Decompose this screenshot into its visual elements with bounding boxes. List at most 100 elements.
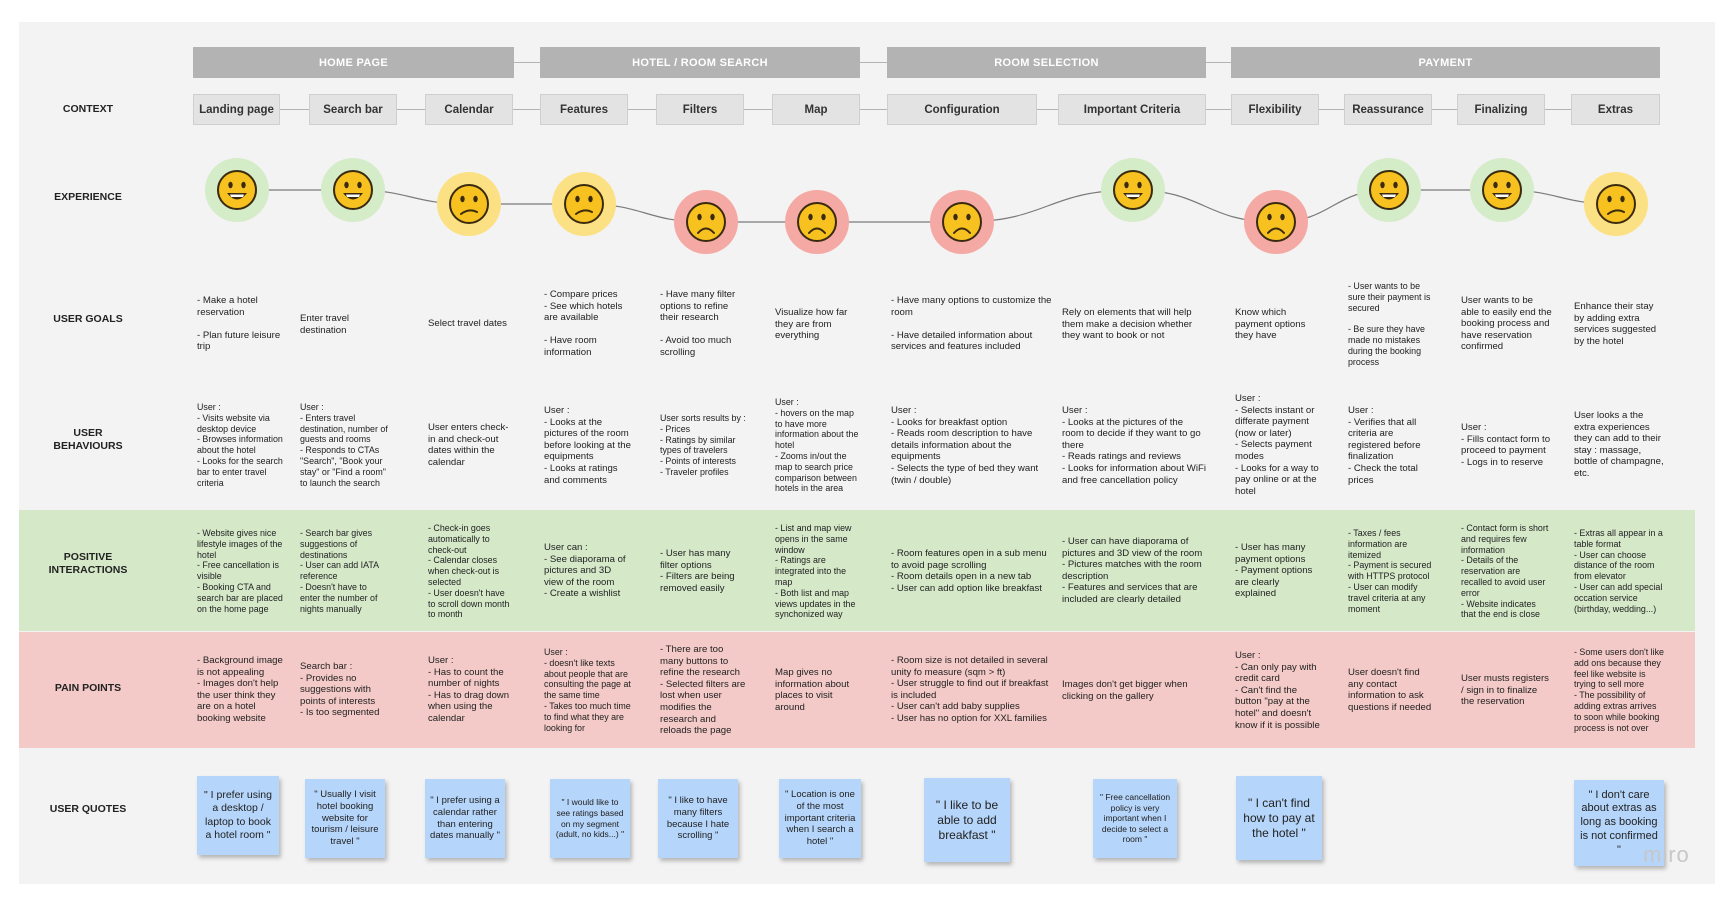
quote-sticky-important-criteria: " Free cancellation policy is very impor… [1093, 779, 1177, 858]
quote-sticky-map: " Location is one of the most important … [779, 779, 861, 858]
row-label-positive: POSITIVE INTERACTIONS [48, 551, 128, 576]
goal-filters: - Have many filter options to refine the… [660, 289, 736, 358]
positive-interaction-configuration: - Room features open in a sub menu to av… [891, 548, 1047, 594]
positive-interaction-calendar: - Check-in goes automatically to check-o… [428, 523, 510, 620]
behaviour-configuration: User : - Looks for breakfast option - Re… [891, 405, 1039, 486]
quote-sticky-filters: " I like to have many filters because I … [658, 779, 738, 858]
context-search-bar: Search bar [309, 94, 397, 125]
context-reassurance: Reassurance [1344, 94, 1432, 125]
positive-interaction-extras: - Extras all appear in a table format - … [1574, 528, 1663, 614]
pain-point-reassurance: User doesn't find any contact informatio… [1348, 667, 1432, 713]
phase-header: PAYMENT [1231, 47, 1660, 78]
pain-point-landing-page: - Background image is not appealing - Im… [197, 655, 283, 724]
behaviour-filters: User sorts results by : - Prices - Ratin… [660, 413, 746, 477]
positive-interactions-band [19, 510, 1695, 631]
emoji-neutral-icon [552, 172, 616, 236]
behaviour-extras: User looks a the extra experiences they … [1574, 410, 1664, 479]
phase-connector [1206, 62, 1231, 63]
row-label-experience: EXPERIENCE [54, 191, 122, 203]
phase-header: HOTEL / ROOM SEARCH [540, 47, 860, 78]
pain-point-features: User : - doesn't like texts about people… [544, 647, 631, 733]
goal-map: Visualize how far they are from everythi… [775, 307, 848, 342]
behaviour-landing-page: User : - Visits website via desktop devi… [197, 402, 283, 488]
context-connector [513, 109, 540, 110]
goal-flexibility: Know which payment options they have [1235, 307, 1306, 342]
row-label-context: CONTEXT [62, 103, 114, 115]
behaviour-features: User : - Looks at the pictures of the ro… [544, 405, 631, 486]
emoji-happy-icon [1470, 158, 1534, 222]
context-connector [1037, 109, 1058, 110]
emoji-neutral-icon [1584, 172, 1648, 236]
positive-interaction-features: User can : - See diaporama of pictures a… [544, 542, 626, 600]
goal-configuration: - Have many options to customize the roo… [891, 295, 1052, 353]
context-map: Map [772, 94, 860, 125]
context-calendar: Calendar [425, 94, 513, 125]
context-important-criteria: Important Criteria [1058, 94, 1206, 125]
emoji-sad-icon [785, 190, 849, 254]
context-connector [1319, 109, 1344, 110]
behaviour-search-bar: User : - Enters travel destination, numb… [300, 402, 388, 488]
context-connector [1206, 109, 1231, 110]
phase-connector [514, 62, 540, 63]
positive-interaction-important-criteria: - User can have diaporama of pictures an… [1062, 536, 1203, 605]
goal-features: - Compare prices - See which hotels are … [544, 289, 623, 358]
context-connector [280, 109, 309, 110]
quote-sticky-configuration: " I like to be able to add breakfast " [924, 778, 1010, 862]
goal-search-bar: Enter travel destination [300, 313, 350, 336]
quote-sticky-features: " I would like to see ratings based on m… [550, 779, 630, 858]
goal-reassurance: - User wants to be sure their payment is… [1348, 281, 1431, 367]
quote-sticky-flexibility: " I can't find how to pay at the hotel " [1236, 776, 1322, 860]
context-landing-page: Landing page [193, 94, 280, 125]
behaviour-reassurance: User : - Verifies that all criteria are … [1348, 405, 1421, 486]
positive-interaction-filters: - User has many filter options - Filters… [660, 548, 735, 594]
goal-finalizing: User wants to be able to easily end the … [1461, 295, 1552, 353]
miro-watermark: miro [1643, 842, 1690, 867]
phase-header: HOME PAGE [193, 47, 514, 78]
behaviour-important-criteria: User : - Looks at the pictures of the ro… [1062, 405, 1206, 486]
pain-point-filters: - There are too many buttons to refine t… [660, 644, 746, 737]
pain-point-important-criteria: Images don't get bigger when clicking on… [1062, 679, 1188, 702]
context-connector [397, 109, 425, 110]
quote-sticky-search-bar: " Usually I visit hotel booking website … [305, 779, 385, 858]
emoji-happy-icon [1101, 158, 1165, 222]
positive-interaction-map: - List and map view opens in the same wi… [775, 523, 856, 620]
goal-important-criteria: Rely on elements that will help them mak… [1062, 307, 1193, 342]
pain-point-calendar: User : - Has to count the number of nigh… [428, 655, 510, 724]
row-label-pain: PAIN POINTS [54, 682, 122, 694]
pain-point-extras: - Some users don't like add ons because … [1574, 647, 1664, 733]
context-flexibility: Flexibility [1231, 94, 1319, 125]
pain-point-search-bar: Search bar : - Provides no suggestions w… [300, 661, 380, 719]
context-connector [1545, 109, 1571, 110]
context-features: Features [540, 94, 628, 125]
emoji-happy-icon [1357, 158, 1421, 222]
quote-sticky-landing-page: " I prefer using a desktop / laptop to b… [197, 776, 279, 855]
context-connector [860, 109, 887, 110]
goal-extras: Enhance their stay by adding extra servi… [1574, 301, 1657, 347]
context-connector [1432, 109, 1457, 110]
context-filters: Filters [656, 94, 744, 125]
context-connector [744, 109, 772, 110]
quote-sticky-extras: " I don't care about extras as long as b… [1574, 780, 1664, 866]
goal-landing-page: - Make a hotel reservation - Plan future… [197, 295, 281, 353]
row-label-quotes: USER QUOTES [49, 803, 127, 815]
row-label-behaviours: USER BEHAVIOURS [53, 427, 123, 452]
positive-interaction-flexibility: - User has many payment options - Paymen… [1235, 542, 1313, 600]
emoji-happy-icon [205, 158, 269, 222]
pain-point-map: Map gives no information about places to… [775, 667, 850, 713]
positive-interaction-finalizing: - Contact form is short and requires few… [1461, 523, 1549, 620]
emoji-sad-icon [1244, 190, 1308, 254]
quote-sticky-calendar: " I prefer using a calendar rather than … [425, 779, 505, 858]
positive-interaction-landing-page: - Website gives nice lifestyle images of… [197, 528, 283, 614]
pain-point-flexibility: User : - Can only pay with credit card -… [1235, 650, 1320, 731]
phase-header: ROOM SELECTION [887, 47, 1206, 78]
positive-interaction-search-bar: - Search bar gives suggestions of destin… [300, 528, 379, 614]
behaviour-calendar: User enters check-in and check-out dates… [428, 422, 509, 468]
context-extras: Extras [1571, 94, 1660, 125]
emoji-happy-icon [321, 158, 385, 222]
behaviour-flexibility: User : - Selects instant or differate pa… [1235, 393, 1319, 497]
emoji-neutral-icon [437, 172, 501, 236]
context-connector [628, 109, 656, 110]
row-label-goals: USER GOALS [53, 313, 123, 325]
positive-interaction-reassurance: - Taxes / fees information are itemized … [1348, 528, 1432, 614]
